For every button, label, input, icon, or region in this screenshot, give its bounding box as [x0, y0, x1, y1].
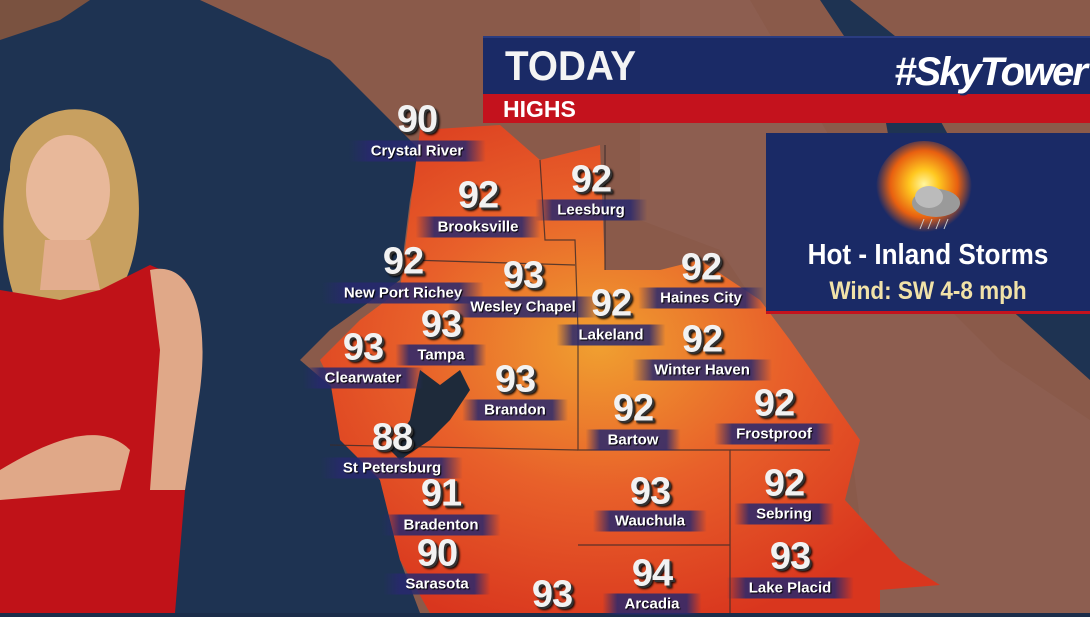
city-label: Winter Haven: [632, 359, 772, 381]
city-high-temp: 90: [396, 98, 438, 141]
forecast-panel: Hot - Inland Storms Wind: SW 4-8 mph: [766, 133, 1090, 314]
city-high-temp: 88: [371, 416, 413, 459]
city-high-temp: 92: [457, 174, 499, 217]
city-label: Lake Placid: [726, 577, 854, 599]
city-high-temp: 93: [420, 303, 462, 346]
city-label: St Petersburg: [320, 457, 464, 479]
city-label: Brooksville: [415, 216, 541, 238]
city-high-temp: 93: [494, 358, 536, 401]
skytower-logo: #SkyTower: [894, 50, 1090, 95]
city-label: Wesley Chapel: [448, 296, 598, 318]
city-label: Brandon: [462, 399, 568, 421]
city-high-temp: 93: [629, 470, 671, 513]
subtitle: HIGHS: [503, 96, 576, 122]
city-label: Sebring: [734, 503, 834, 525]
city-label: Bradenton: [381, 514, 501, 536]
city-label: Wauchula: [592, 510, 708, 532]
presenter: [0, 109, 203, 613]
city-high-temp: 90: [416, 532, 458, 575]
city-high-temp: 93: [531, 573, 573, 616]
city-high-temp: 92: [570, 158, 612, 201]
city-high-temp: 92: [681, 318, 723, 361]
city-high-temp: 92: [382, 240, 424, 283]
city-label: Lakeland: [556, 324, 666, 346]
city-high-temp: 93: [502, 254, 544, 297]
city-label: Crystal River: [348, 140, 486, 162]
forecast-condition: Hot - Inland Storms: [807, 239, 1049, 271]
city-label: Bartow: [585, 429, 681, 451]
city-high-temp: 91: [420, 472, 462, 515]
city-high-temp: 92: [763, 462, 805, 505]
title-banner: TODAY HIGHS #SkyTower: [483, 36, 1090, 123]
tampa-bay: [390, 370, 470, 460]
city-high-temp: 92: [680, 246, 722, 289]
land-north: [0, 0, 90, 40]
city-label: Haines City: [638, 287, 764, 309]
city-label: Leesburg: [535, 199, 647, 221]
city-high-temp: 92: [753, 382, 795, 425]
city-high-temp: 93: [769, 535, 811, 578]
sun-with-storm-cloud-icon: [876, 141, 972, 237]
city-label: Tampa: [395, 344, 487, 366]
city-label: Arcadia: [602, 593, 702, 615]
city-high-temp: 92: [590, 282, 632, 325]
heat-region: [320, 125, 940, 613]
city-high-temp: 94: [631, 552, 673, 595]
title: TODAY: [505, 42, 636, 89]
city-label: Clearwater: [302, 367, 424, 389]
city-label: Frostproof: [714, 423, 834, 445]
city-label: New Port Richey: [321, 282, 485, 304]
city-high-temp: 93: [342, 326, 384, 369]
forecast-wind: Wind: SW 4-8 mph: [829, 277, 1027, 305]
city-high-temp: 92: [612, 387, 654, 430]
city-label: Sarasota: [383, 573, 491, 595]
